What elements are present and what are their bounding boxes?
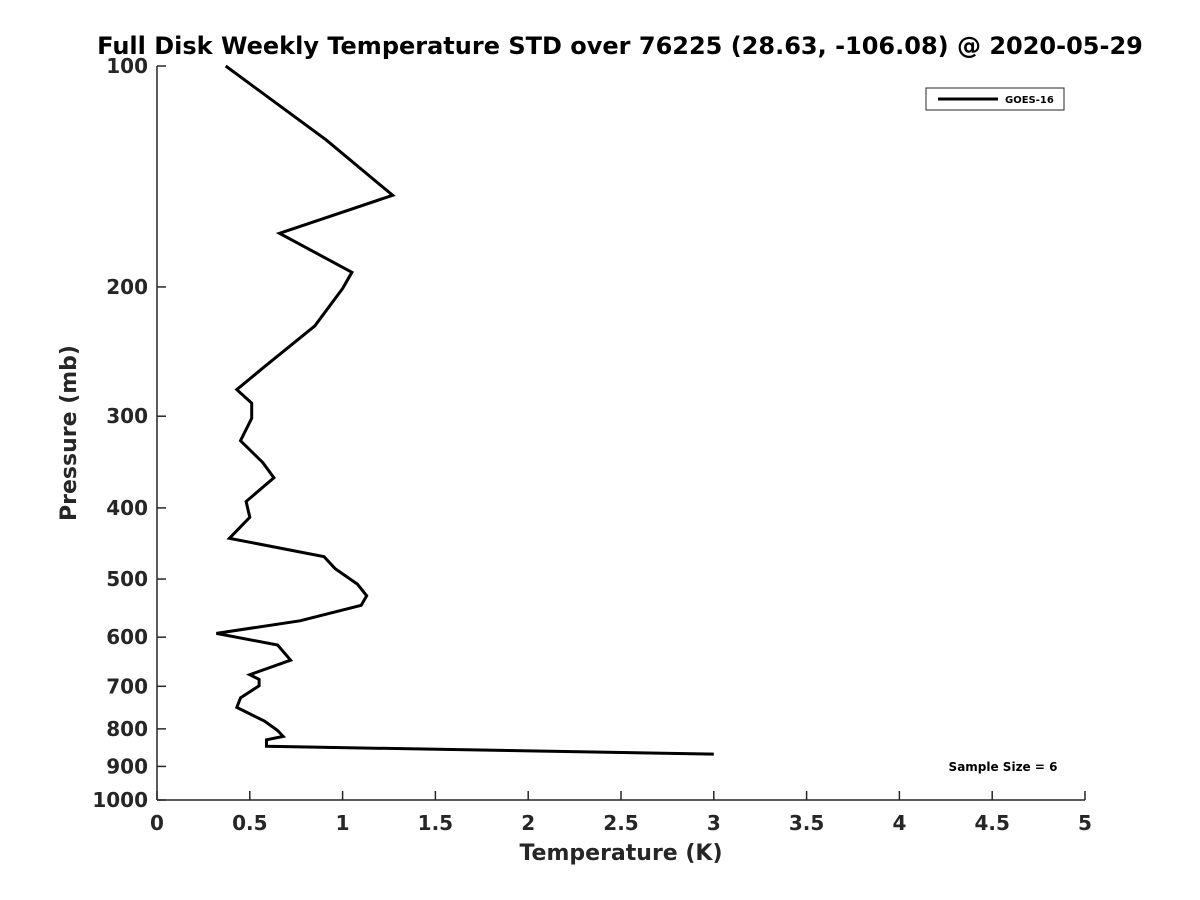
x-tick-label: 1.5 <box>418 811 453 835</box>
x-tick-label: 4.5 <box>974 811 1009 835</box>
x-tick-label: 2.5 <box>603 811 638 835</box>
series-line-goes-16 <box>216 64 714 756</box>
y-tick-label: 600 <box>106 625 148 649</box>
series-group <box>216 64 714 756</box>
y-tick-label: 300 <box>106 404 148 428</box>
x-tick-label: 4 <box>892 811 906 835</box>
y-ticks: 100 200 300 400 500 600 700 800 900 1000 <box>92 54 166 812</box>
x-axis-label: Temperature (K) <box>519 841 722 866</box>
legend-label-goes-16: GOES-16 <box>1005 95 1054 106</box>
y-tick-label: 500 <box>106 567 148 591</box>
legend: GOES-16 <box>925 87 1065 111</box>
y-tick-label: 900 <box>106 754 148 778</box>
x-tick-label: 2 <box>521 811 535 835</box>
x-tick-label: 1 <box>336 811 350 835</box>
sample-size-annotation: Sample Size = 6 <box>949 760 1058 774</box>
x-tick-label: 3 <box>707 811 721 835</box>
y-tick-label: 700 <box>106 674 148 698</box>
x-tick-label: 0.5 <box>232 811 267 835</box>
y-tick-label: 400 <box>106 496 148 520</box>
y-axis-label: Pressure (mb) <box>57 345 82 521</box>
y-tick-label: 100 <box>106 54 148 78</box>
y-tick-label: 800 <box>106 717 148 741</box>
x-tick-label: 0 <box>150 811 164 835</box>
x-tick-label: 5 <box>1078 811 1092 835</box>
y-tick-label: 200 <box>106 275 148 299</box>
y-tick-label: 1000 <box>92 788 148 812</box>
x-ticks: 0 0.5 1 1.5 2 2.5 3 3.5 4 4.5 5 <box>150 791 1092 835</box>
x-tick-label: 3.5 <box>789 811 824 835</box>
chart-title: Full Disk Weekly Temperature STD over 76… <box>97 32 1143 60</box>
